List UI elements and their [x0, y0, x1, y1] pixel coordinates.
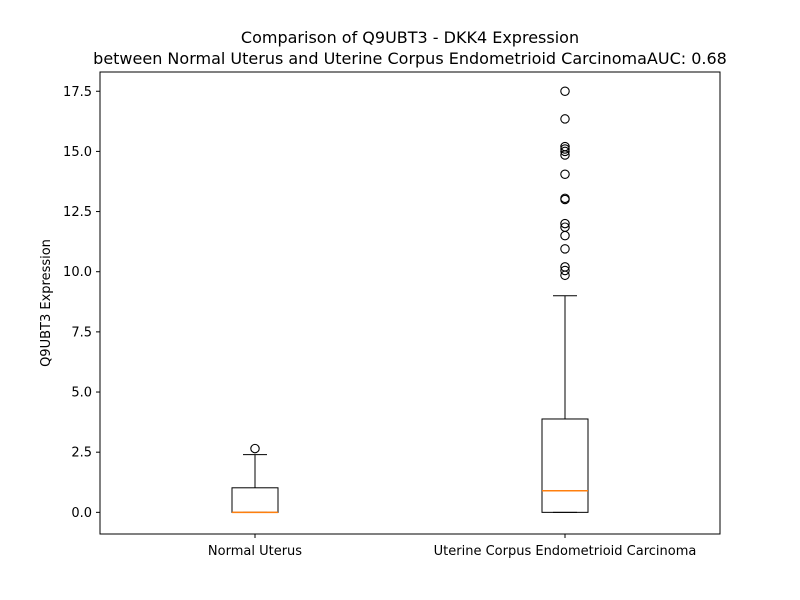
outlier-point: [560, 230, 570, 241]
chart-title-line-2: between Normal Uterus and Uterine Corpus…: [93, 49, 727, 68]
outlier-point: [560, 144, 570, 154]
y-tick-label: 15.0: [63, 145, 92, 160]
y-tick-label: 17.5: [63, 85, 92, 100]
y-axis: 0.0 2.5 5.0 7.5 10.0 12.5 15.0 17.5: [63, 85, 100, 521]
y-axis-label: Q9UBT3 Expression: [39, 239, 54, 367]
x-axis: Normal Uterus Uterine Corpus Endometrioid…: [208, 534, 696, 559]
y-tick-label: 7.5: [71, 325, 92, 340]
outlier-point: [560, 265, 570, 276]
box-series: [231, 86, 589, 514]
outlier-point: [560, 86, 570, 97]
outlier-point: [560, 114, 570, 124]
plot-area-frame: [99, 71, 721, 535]
y-tick-label: 12.5: [63, 205, 92, 220]
outlier-point: [560, 244, 570, 254]
x-tick-label: Uterine Corpus Endometrioid Carcinoma: [434, 544, 697, 559]
outlier-point: [560, 270, 570, 281]
y-tick-label: 0.0: [71, 506, 92, 521]
y-tick-label: 10.0: [63, 265, 92, 280]
outlier-point: [560, 146, 570, 157]
x-tick-label: Normal Uterus: [208, 544, 302, 559]
outlier-point: [560, 262, 570, 272]
y-tick-label: 2.5: [71, 446, 92, 461]
outlier-point: [560, 218, 570, 229]
y-tick-label: 5.0: [71, 386, 92, 401]
box-group: [541, 86, 589, 513]
outlier-point: [560, 169, 570, 180]
iqr-box: [541, 418, 589, 513]
outlier-point: [250, 443, 260, 454]
chart-title-line-1: Comparison of Q9UBT3 - DKK4 Expression: [241, 28, 579, 47]
iqr-box: [231, 487, 279, 513]
outlier-point: [560, 141, 570, 152]
outlier-point: [560, 193, 570, 204]
outlier-point: [560, 222, 570, 232]
box-group: [231, 443, 279, 514]
